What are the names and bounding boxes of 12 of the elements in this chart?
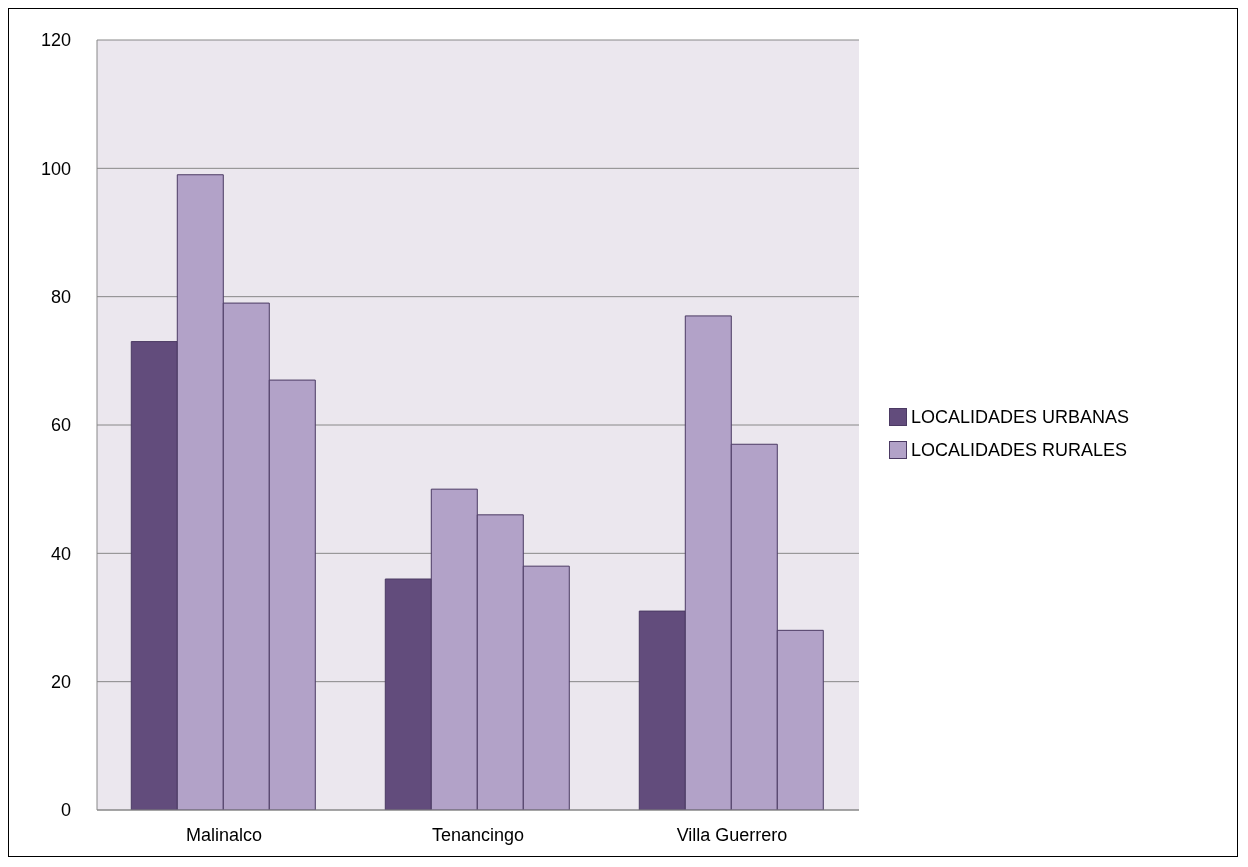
y-tick-label: 0 <box>60 800 71 821</box>
y-tick-label: 80 <box>50 287 71 308</box>
y-tick-label: 40 <box>50 543 71 564</box>
y-tick-label: 60 <box>50 415 71 436</box>
y-tick-label: 100 <box>40 158 71 179</box>
y-tick-label: 20 <box>50 672 71 693</box>
legend-label: LOCALIDADES URBANAS <box>911 406 1130 428</box>
legend-label: LOCALIDADES RURALES <box>911 439 1128 461</box>
y-tick-label: 120 <box>40 30 71 51</box>
x-tick-label: Villa Guerrero <box>676 824 788 845</box>
x-tick-label: Malinalco <box>185 824 263 845</box>
x-tick-label: Tenancingo <box>431 824 525 845</box>
